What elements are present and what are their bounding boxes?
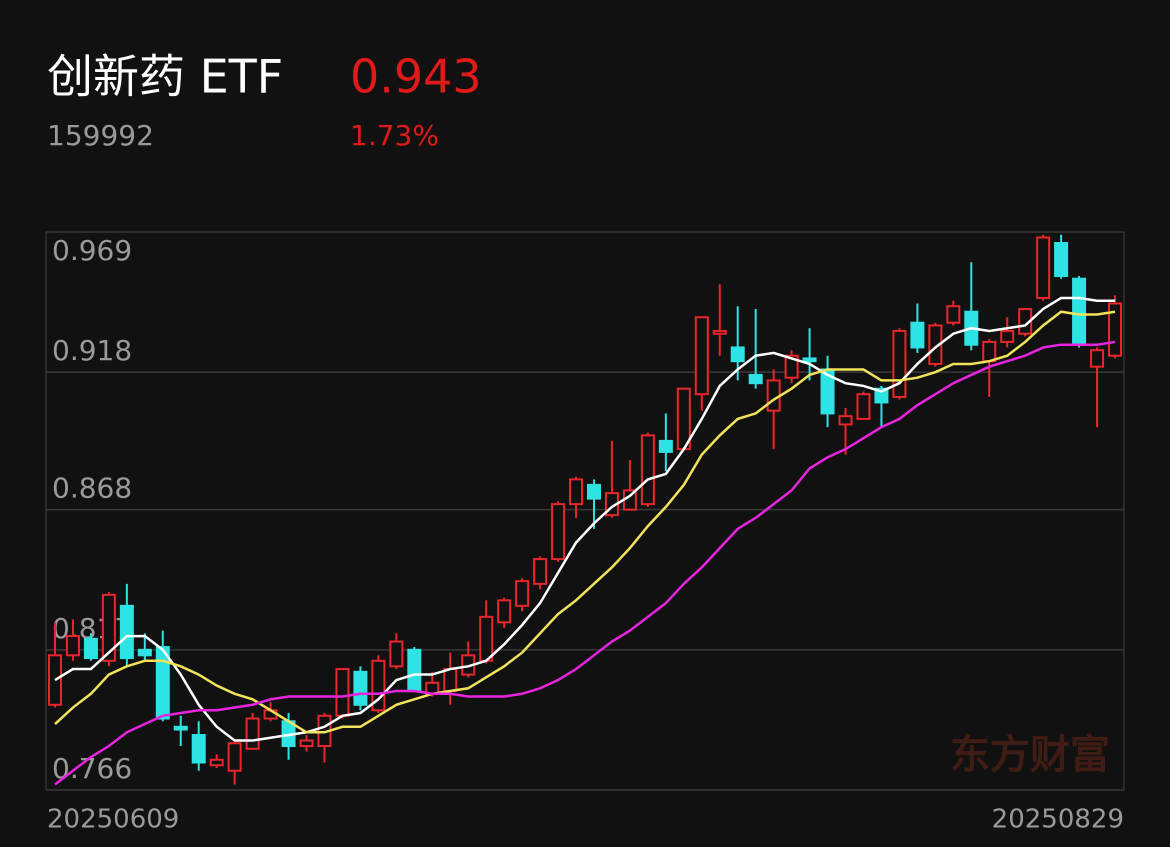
candle-body — [640, 434, 655, 506]
y-tick-label: 0.868 — [52, 472, 132, 505]
candle-body — [515, 580, 530, 607]
candle-body — [946, 305, 961, 324]
candle-body — [874, 387, 889, 404]
candle-body — [299, 739, 314, 748]
candle-body — [389, 640, 404, 668]
candle-body — [730, 346, 745, 363]
candle-body — [101, 593, 116, 662]
change-percent: 1.73% — [350, 119, 439, 152]
candle-body — [928, 324, 943, 365]
candle-body — [802, 357, 817, 363]
candle-body — [533, 558, 548, 585]
price: 0.943 — [350, 50, 482, 104]
y-tick-label: 0.918 — [52, 334, 132, 367]
moving-average-line — [54, 340, 1116, 786]
candle-body — [209, 758, 224, 767]
candle-body — [1090, 349, 1105, 368]
candle-body — [407, 648, 422, 693]
candle-body — [712, 329, 727, 335]
candle-body — [65, 635, 80, 657]
candle-body — [335, 668, 350, 717]
candle-body — [766, 379, 781, 412]
fund-code: 159992 — [47, 119, 154, 152]
candle-body — [1054, 241, 1069, 277]
candle-body — [137, 648, 152, 657]
candle-body — [1072, 277, 1087, 346]
moving-average-line — [54, 296, 1116, 742]
candle-body — [569, 478, 584, 506]
candle-body — [119, 604, 134, 660]
plot-frame — [45, 231, 1125, 791]
candle-body — [245, 717, 260, 750]
candle-body — [551, 503, 566, 561]
candle-body — [1036, 236, 1051, 299]
x-tick-label: 20250829 — [992, 805, 1124, 835]
candle-body — [497, 599, 512, 624]
candle-body — [658, 439, 673, 453]
candle-body — [191, 734, 206, 764]
candle-body — [173, 725, 188, 731]
candle-body — [982, 340, 997, 363]
moving-average-line — [54, 310, 1116, 734]
candle-body — [586, 483, 601, 500]
candle-body — [479, 615, 494, 662]
candle-body — [1000, 329, 1015, 343]
candle-body — [371, 659, 386, 712]
candle-body — [83, 637, 98, 660]
y-tick-label: 0.969 — [52, 234, 132, 267]
candle-body — [838, 415, 853, 426]
candle-body — [694, 316, 709, 396]
x-tick-label: 20250609 — [47, 805, 179, 835]
candle-body — [748, 373, 763, 385]
candle-body — [784, 354, 799, 379]
candle-body — [443, 668, 458, 693]
candle-body — [353, 670, 368, 706]
watermark: 东方财富 — [950, 732, 1110, 778]
candle-body — [155, 646, 170, 720]
fund-name: 创新药 ETF — [47, 50, 283, 104]
candle-body — [856, 393, 871, 420]
candle-body — [47, 654, 62, 706]
candle-body — [892, 329, 907, 398]
candle-body — [910, 321, 925, 349]
candle-body — [227, 742, 242, 772]
